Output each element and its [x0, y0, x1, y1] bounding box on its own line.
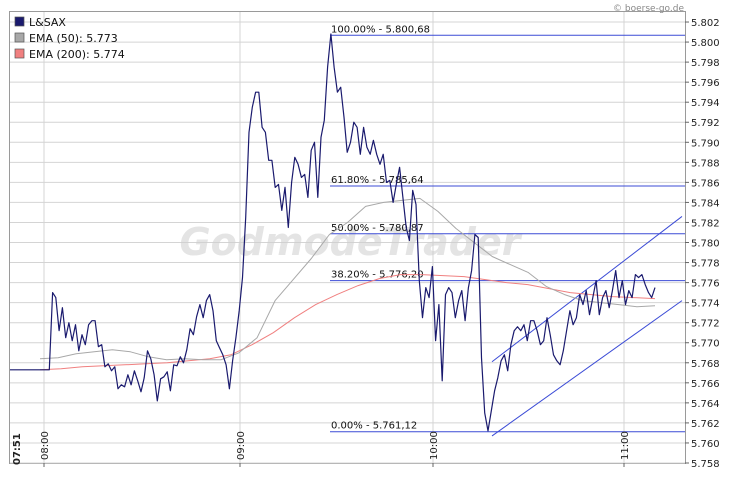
x-tick-label: 10:00: [429, 431, 440, 460]
y-tick-label: 5.774: [691, 299, 720, 310]
y-tick-label: 5.762: [691, 419, 720, 430]
y-axis: 5.758 5.760 5.762 5.764 5.766 5.768 5.770 5.772…: [685, 18, 720, 470]
fibonacci-label: 38.20% - 5.776,20: [331, 270, 424, 281]
y-tick-label: 5.798: [691, 58, 720, 69]
start-time-label: 07:51: [12, 433, 23, 465]
y-tick-label: 5.794: [691, 98, 720, 109]
x-tick-label: 08:00: [40, 431, 51, 460]
y-tick-label: 5.776: [691, 279, 720, 290]
y-tick-label: 5.768: [691, 359, 720, 370]
y-tick-label: 5.792: [691, 118, 720, 129]
legend-entry: EMA (50): 5.773: [29, 32, 118, 45]
y-tick-label: 5.770: [691, 339, 720, 350]
y-tick-label: 5.796: [691, 78, 720, 89]
series-lines: [10, 33, 656, 432]
x-tick-label: 11:00: [620, 431, 631, 460]
fibonacci-label: 61.80% - 5.785,64: [331, 175, 424, 186]
y-tick-label: 5.788: [691, 158, 720, 169]
y-tick-label: 5.782: [691, 218, 720, 229]
plot-area: [9, 11, 686, 464]
series-line-l-sax: [10, 33, 656, 432]
y-tick-label: 5.766: [691, 379, 720, 390]
y-tick-label: 5.758: [691, 459, 720, 470]
y-tick-label: 5.784: [691, 198, 720, 209]
trend-channel: [491, 216, 683, 437]
y-tick-label: 5.790: [691, 138, 720, 149]
source-label: © boerse-go.de: [613, 4, 684, 14]
y-tick-label: 5.778: [691, 259, 720, 270]
legend-swatch: [14, 16, 25, 27]
y-tick-label: 5.760: [691, 439, 720, 450]
y-tick-label: 5.780: [691, 239, 720, 250]
y-tick-label: 5.802: [691, 18, 720, 29]
y-tick-label: 5.772: [691, 319, 720, 330]
legend-swatch: [14, 32, 25, 43]
grid-lines: [10, 12, 685, 464]
y-tick-label: 5.764: [691, 399, 720, 410]
channel-upper-line: [491, 216, 683, 363]
x-axis: 08:00 09:00 10:00 11:00 07:51: [12, 431, 631, 467]
x-tick-label: 09:00: [236, 431, 247, 460]
channel-lower-line: [491, 300, 683, 437]
legend: L&SAX EMA (50): 5.773 EMA (200): 5.774: [14, 16, 125, 61]
legend-entry: EMA (200): 5.774: [29, 48, 125, 61]
watermark: GodmodeTrader: [179, 220, 522, 264]
y-tick-label: 5.786: [691, 178, 720, 189]
fibonacci-levels: 100.00% - 5.800,68 61.80% - 5.785,64 50.00…: [330, 24, 685, 433]
y-tick-label: 5.800: [691, 38, 720, 49]
legend-swatch: [14, 48, 25, 59]
fibonacci-label: 100.00% - 5.800,68: [331, 24, 430, 35]
fibonacci-label: 50.00% - 5.780,87: [331, 223, 424, 234]
series-line-ema-50: [39, 197, 656, 361]
legend-entry: L&SAX: [29, 16, 66, 29]
fibonacci-label: 0.00% - 5.761,12: [331, 421, 417, 432]
